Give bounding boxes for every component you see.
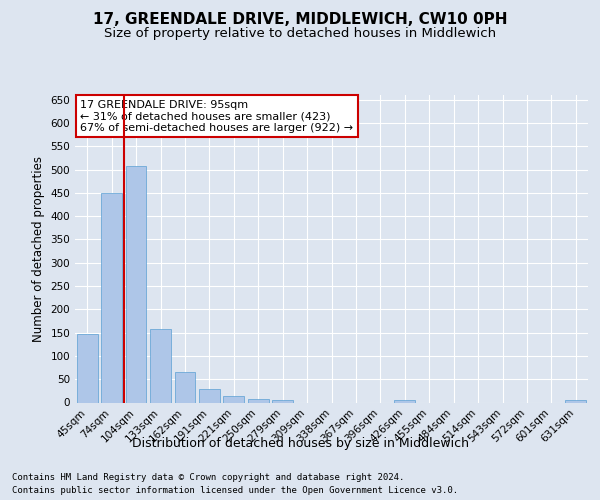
Bar	[125, 166, 146, 402]
Y-axis label: Number of detached properties: Number of detached properties	[32, 156, 45, 342]
Bar	[150, 329, 171, 402]
Text: Size of property relative to detached houses in Middlewich: Size of property relative to detached ho…	[104, 28, 496, 40]
Text: 17, GREENDALE DRIVE, MIDDLEWICH, CW10 0PH: 17, GREENDALE DRIVE, MIDDLEWICH, CW10 0P…	[93, 12, 507, 28]
Bar	[175, 372, 196, 402]
Bar	[77, 334, 98, 402]
Bar	[223, 396, 244, 402]
Bar	[565, 400, 586, 402]
Bar	[272, 400, 293, 402]
Text: Contains HM Land Registry data © Crown copyright and database right 2024.: Contains HM Land Registry data © Crown c…	[12, 472, 404, 482]
Bar	[199, 388, 220, 402]
Bar	[394, 400, 415, 402]
Bar	[248, 399, 269, 402]
Bar	[101, 193, 122, 402]
Text: 17 GREENDALE DRIVE: 95sqm
← 31% of detached houses are smaller (423)
67% of semi: 17 GREENDALE DRIVE: 95sqm ← 31% of detac…	[80, 100, 353, 133]
Text: Contains public sector information licensed under the Open Government Licence v3: Contains public sector information licen…	[12, 486, 458, 495]
Text: Distribution of detached houses by size in Middlewich: Distribution of detached houses by size …	[131, 438, 469, 450]
